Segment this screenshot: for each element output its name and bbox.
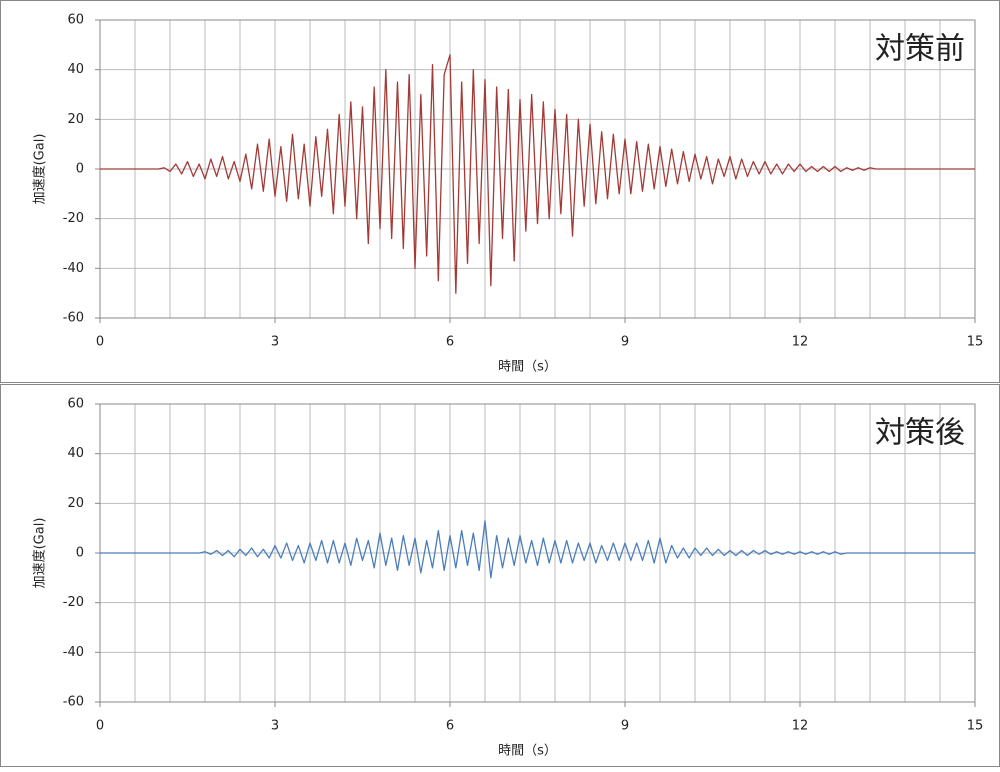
y-tick-label: 40	[67, 62, 84, 77]
x-tick-label: 6	[446, 719, 454, 734]
x-tick-label: 3	[271, 719, 279, 734]
panel-border	[0, 0, 1000, 383]
y-tick-label: 20	[67, 496, 84, 511]
y-tick-label: -60	[63, 311, 84, 326]
y-tick-label: -40	[63, 261, 84, 276]
y-tick-label: -60	[63, 695, 84, 710]
chart-title: 対策前	[875, 32, 965, 67]
y-tick-label: 40	[67, 446, 84, 461]
x-tick-label: 12	[792, 719, 809, 734]
x-tick-label: 0	[96, 335, 104, 350]
panel-border	[0, 384, 1000, 767]
y-axis-title: 加速度(Gal)	[32, 518, 48, 589]
y-tick-label: -40	[63, 645, 84, 660]
y-tick-label: -20	[63, 595, 84, 610]
x-tick-label: 12	[792, 335, 809, 350]
y-tick-label: 20	[67, 112, 84, 127]
y-tick-label: 60	[67, 397, 84, 412]
chart-title: 対策後	[875, 416, 965, 451]
x-tick-label: 9	[621, 719, 629, 734]
x-tick-label: 15	[967, 335, 984, 350]
y-tick-label: 60	[67, 13, 84, 28]
y-axis-title: 加速度(Gal)	[32, 134, 48, 205]
x-tick-label: 9	[621, 335, 629, 350]
y-tick-label: 0	[76, 546, 84, 561]
x-axis-title: 時間（s）	[498, 360, 557, 375]
x-axis-title: 時間（s）	[498, 744, 557, 759]
x-tick-label: 3	[271, 335, 279, 350]
y-tick-label: 0	[76, 162, 84, 177]
x-tick-label: 0	[96, 719, 104, 734]
x-tick-label: 15	[967, 719, 984, 734]
x-tick-label: 6	[446, 335, 454, 350]
data-line	[100, 54, 975, 294]
data-line	[100, 520, 975, 579]
y-tick-label: -20	[63, 211, 84, 226]
